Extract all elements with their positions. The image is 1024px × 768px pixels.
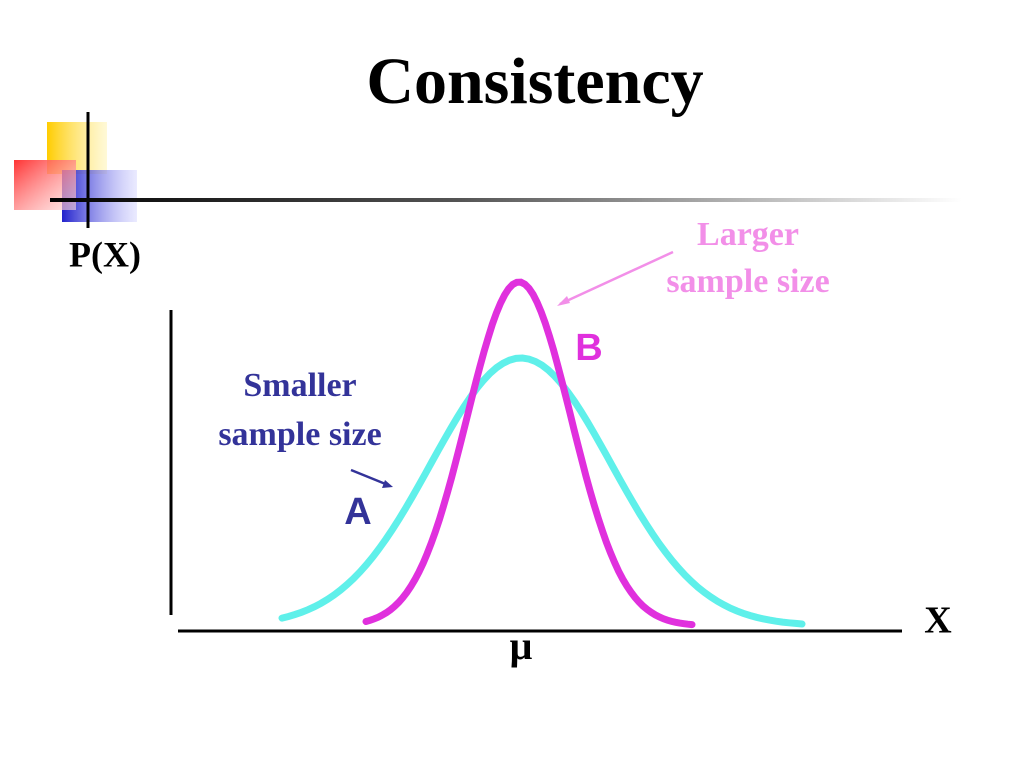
horizontal-rule — [50, 198, 962, 202]
larger-label: sample size — [666, 263, 829, 300]
letter-b: B — [575, 327, 602, 369]
curve-a — [278, 354, 806, 628]
mu-label: μ — [510, 623, 533, 668]
arrowhead — [557, 296, 570, 306]
arrow — [559, 250, 674, 306]
curve-b — [362, 278, 696, 629]
smaller-label: Smaller — [243, 367, 356, 404]
decoration — [14, 112, 962, 228]
larger-label: Larger — [697, 216, 799, 253]
y-label: P(X) — [69, 234, 141, 274]
red-square — [14, 160, 76, 210]
x-label: X — [924, 600, 951, 642]
letter-a: A — [344, 491, 371, 533]
arrow — [350, 468, 389, 487]
title: Consistency — [366, 45, 703, 118]
smaller-label: sample size — [218, 416, 381, 453]
arrowhead — [382, 480, 393, 488]
